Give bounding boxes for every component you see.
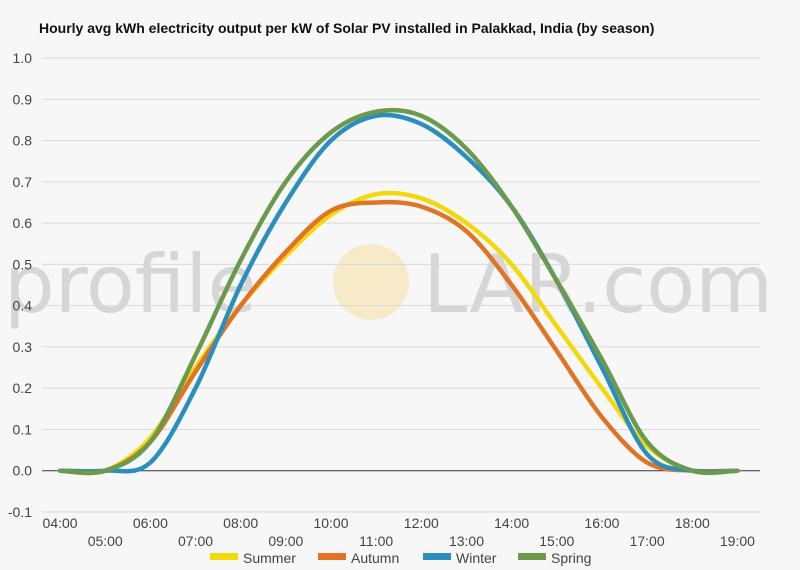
x-tick-label: 15:00 xyxy=(539,533,574,549)
x-tick-label: 05:00 xyxy=(88,533,123,549)
watermark-text-left: profile xyxy=(4,238,257,331)
y-tick-label: 1.0 xyxy=(13,50,33,66)
y-tick-label: -0.1 xyxy=(8,504,32,520)
watermark-text-right: LAR.com xyxy=(423,238,773,331)
legend-label: Spring xyxy=(551,550,591,566)
x-tick-label: 08:00 xyxy=(223,515,258,531)
y-tick-label: 0.2 xyxy=(13,380,33,396)
x-tick-label: 16:00 xyxy=(584,515,619,531)
x-tick-label: 14:00 xyxy=(494,515,529,531)
legend-label: Winter xyxy=(456,550,497,566)
y-tick-label: 0.9 xyxy=(13,91,33,107)
y-tick-label: 0.3 xyxy=(13,339,33,355)
x-tick-label: 18:00 xyxy=(675,515,710,531)
x-tick-label: 07:00 xyxy=(178,533,213,549)
y-tick-label: 0.5 xyxy=(13,256,33,272)
x-tick-label: 09:00 xyxy=(268,533,303,549)
legend-swatch xyxy=(423,553,451,560)
series-line-winter xyxy=(57,112,740,475)
y-tick-label: 0.4 xyxy=(13,298,33,314)
legend-label: Autumn xyxy=(351,550,399,566)
x-tick-label: 10:00 xyxy=(313,515,348,531)
legend-swatch xyxy=(518,553,546,560)
x-tick-label: 04:00 xyxy=(43,515,78,531)
watermark-sun-icon xyxy=(333,244,409,320)
legend-label: Summer xyxy=(243,550,296,566)
x-axis: 04:00 06:00 08:00 10:00 12:00 14:00 16:00 18:00… xyxy=(43,515,756,549)
x-tick-label: 19:00 xyxy=(720,533,755,549)
series-line-summer xyxy=(57,190,740,476)
y-tick-label: 0.1 xyxy=(13,421,33,437)
x-tick-label: 11:00 xyxy=(359,533,393,549)
x-tick-label: 06:00 xyxy=(133,515,168,531)
watermark: profile LAR.com xyxy=(4,238,773,331)
y-tick-label: 0.7 xyxy=(13,174,33,190)
chart-title: Hourly avg kWh electricity output per kW… xyxy=(39,20,654,36)
x-tick-label: 17:00 xyxy=(630,533,665,549)
legend-swatch xyxy=(318,553,346,560)
series-line-spring xyxy=(57,107,740,476)
series-lines xyxy=(57,107,740,476)
series-line-autumn xyxy=(57,199,740,476)
x-tick-label: 13:00 xyxy=(449,533,484,549)
y-axis: 1.0 0.9 0.8 0.7 0.6 0.5 0.4 0.3 0.2 0.1 0.0 -0.1 xyxy=(8,50,32,520)
x-tick-label: 12:00 xyxy=(404,515,439,531)
y-tick-label: 0.0 xyxy=(13,463,33,479)
legend-swatch xyxy=(210,553,238,560)
y-tick-label: 0.6 xyxy=(13,215,33,231)
legend: Summer Autumn Winter Spring xyxy=(210,550,591,566)
y-tick-label: 0.8 xyxy=(13,133,33,149)
